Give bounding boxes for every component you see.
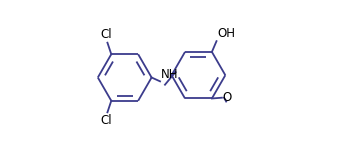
Text: O: O <box>222 91 232 104</box>
Text: NH: NH <box>161 68 178 81</box>
Text: OH: OH <box>217 27 235 40</box>
Text: Cl: Cl <box>101 113 113 126</box>
Text: Cl: Cl <box>101 29 113 42</box>
